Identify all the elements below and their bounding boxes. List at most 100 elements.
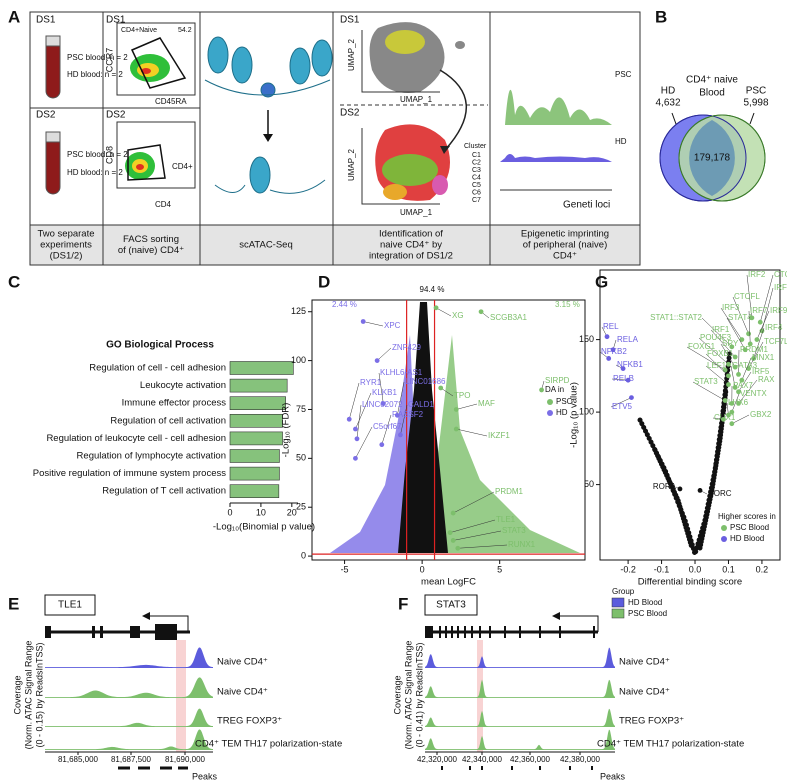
point-label: MAF — [478, 399, 495, 408]
x-tick-label: -0.2 — [620, 564, 636, 574]
label-connector — [756, 310, 770, 340]
tube-cap — [45, 131, 61, 143]
point — [478, 309, 484, 315]
label-connector — [705, 365, 729, 385]
legend-swatch — [547, 410, 553, 416]
gene-name: STAT3 — [436, 600, 466, 611]
point — [539, 387, 544, 393]
nucleosomes — [204, 36, 333, 194]
point — [380, 401, 386, 407]
point-label: FOXB1 — [707, 349, 734, 358]
plot-frame — [311, 299, 586, 561]
umap-cluster — [382, 154, 438, 186]
legend-label: PSC Blood — [730, 523, 769, 532]
legend-label: HD Blood — [628, 598, 662, 607]
genome-tick-label: 42,320,000 — [417, 755, 458, 764]
bar — [229, 466, 280, 481]
label-connector — [732, 296, 749, 334]
gene-box — [44, 594, 96, 616]
peaks — [441, 766, 593, 770]
point-label: LHX6 — [728, 398, 749, 407]
point-label: IRF8 — [774, 283, 787, 292]
track-label: TREG FOXP3⁺ — [217, 716, 282, 727]
label-connector — [731, 393, 740, 413]
x-tick-label: -5 — [341, 564, 349, 574]
set-count: 5,998 — [743, 98, 768, 109]
track-label: TREG FOXP3⁺ — [619, 716, 684, 727]
step-text: DS2 — [340, 108, 360, 119]
ns-cloud — [398, 302, 448, 553]
arrow-head — [142, 612, 150, 620]
point — [620, 366, 626, 371]
label-connector — [355, 392, 372, 430]
point — [353, 426, 358, 432]
label-connector — [376, 347, 392, 361]
step-footer: naive CD4⁺ by — [380, 240, 442, 251]
genome-tick-label: 42,380,000 — [560, 755, 601, 764]
point-label: VENTX — [740, 389, 767, 398]
point-label: POU4F3 — [700, 333, 732, 342]
y-axis-label: -Log₁₀ (FDR) — [281, 403, 292, 458]
panel-a-frame — [29, 11, 641, 266]
point — [450, 510, 456, 516]
step-text: Geneti loci — [563, 200, 610, 211]
point-label: RUNX1 — [508, 540, 536, 549]
category-label: Regulation of cell activation — [110, 415, 226, 426]
arrow-head — [552, 612, 560, 620]
category-label: Regulation of leukocyte cell - cell adhe… — [46, 433, 226, 444]
umap-cluster — [385, 30, 425, 54]
point — [747, 341, 753, 347]
step-text: Cluster — [464, 143, 487, 150]
annotation: 3.15 % — [555, 300, 580, 309]
point-label: ETV5 — [612, 402, 633, 411]
point-label: RAX — [758, 375, 775, 384]
point — [746, 331, 751, 337]
point-label: IRF5 — [752, 367, 770, 376]
point-label: RELA — [617, 335, 639, 344]
point — [759, 328, 765, 334]
point — [677, 486, 683, 492]
x-tick-label: 20 — [287, 507, 297, 517]
step-text: 54.2 — [178, 27, 192, 34]
point-label: KLKB1 — [372, 388, 397, 397]
genome-tick-label: 81,690,000 — [165, 755, 206, 764]
venn-outline — [678, 114, 766, 202]
bar — [229, 413, 283, 428]
point-label: RASSF2 — [392, 410, 424, 419]
set-count: 4,632 — [655, 98, 680, 109]
x-axis-label: Differential binding score — [638, 577, 742, 588]
track-label: CD4⁺ TEM TH17 polarization-state — [195, 739, 342, 750]
panel-letter: F — [398, 594, 408, 613]
label-connector — [738, 379, 758, 404]
venn-pointer — [671, 112, 677, 125]
flow-density — [141, 68, 151, 74]
point — [379, 442, 385, 448]
point-label: STAT4 — [728, 313, 752, 322]
point-label: STAT3 — [694, 377, 718, 386]
step-text: HD — [615, 137, 627, 146]
point-label: TPO — [454, 391, 470, 400]
coverage-track — [425, 708, 615, 727]
point — [374, 358, 380, 364]
label-connector — [456, 428, 488, 437]
step-text: PSC — [615, 70, 632, 79]
bar — [229, 396, 286, 411]
track-label: Naive CD4⁺ — [217, 687, 268, 698]
step-text: CD8 — [104, 146, 114, 164]
label-connector — [611, 378, 629, 381]
point-label: RYR1 — [360, 378, 382, 387]
point-label: GATA3 — [732, 361, 758, 370]
exon — [92, 626, 95, 638]
step-text: C4 — [472, 174, 481, 181]
legend-swatch — [547, 399, 553, 405]
point — [722, 398, 728, 403]
label-connector — [730, 365, 736, 388]
venn-title: CD4⁺ naive — [686, 75, 738, 86]
annotation: 94.4 % — [420, 285, 445, 294]
point-label: RORA — [653, 482, 677, 491]
point-label: PRDM1 — [495, 487, 524, 496]
step-text: DS2 — [36, 110, 56, 121]
legend-swatch — [611, 597, 625, 608]
point — [453, 407, 459, 412]
legend-title: Group — [612, 587, 635, 596]
